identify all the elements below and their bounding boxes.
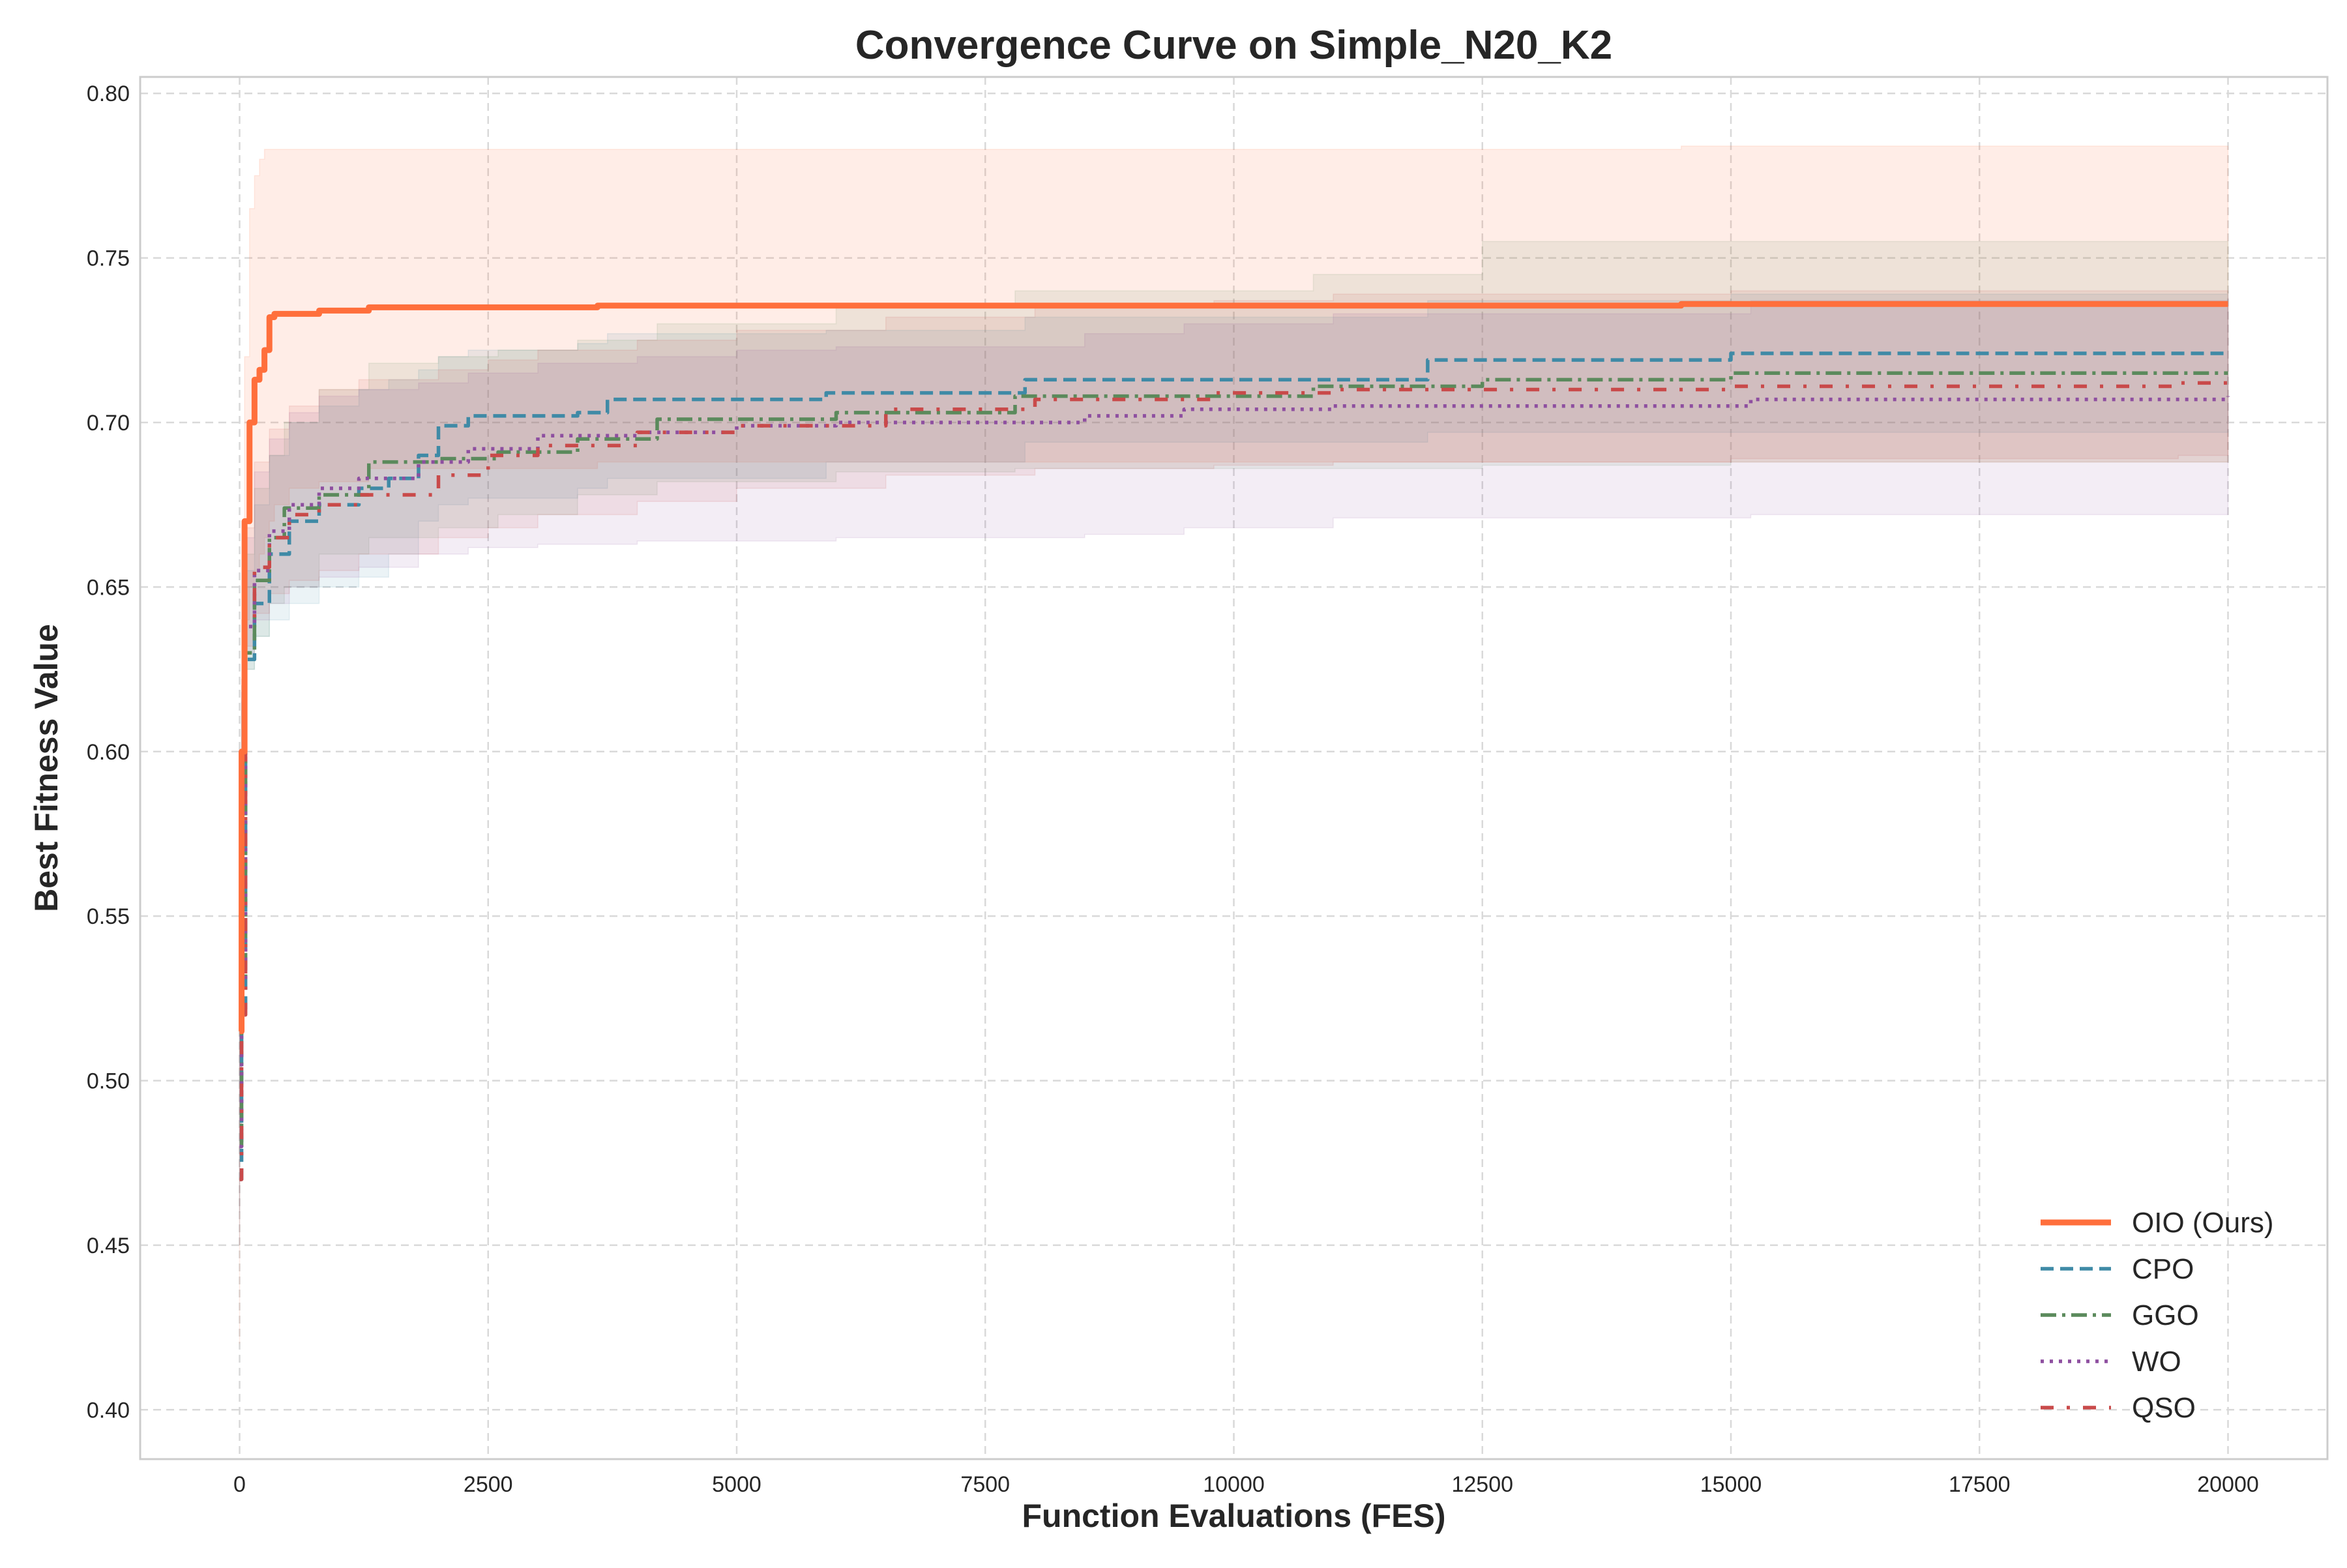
plot-frame <box>139 76 2329 1460</box>
series-line <box>239 301 2228 1035</box>
y-tick-label: 0.55 <box>87 904 130 929</box>
tick-labels: 0 2500 5000 7500 10000 12500 15000 17500 20000 0.… <box>87 81 2259 1497</box>
legend-label: CPO <box>2132 1253 2194 1285</box>
confidence-band <box>239 241 2229 1213</box>
x-axis-title: Function Evaluations (FES) <box>1022 1498 1445 1534</box>
legend-label: GGO <box>2132 1299 2199 1331</box>
y-tick-label: 0.40 <box>87 1398 130 1423</box>
chart-title: Convergence Curve on Simple_N20_K2 <box>855 23 1612 68</box>
y-tick-label: 0.65 <box>87 575 130 600</box>
legend-label: OIO (Ours) <box>2132 1207 2274 1239</box>
x-tick-label: 2500 <box>464 1472 513 1497</box>
x-tick-label: 10000 <box>1203 1472 1265 1497</box>
legend: OIO (Ours) CPO GGO WO QSO <box>2041 1207 2274 1424</box>
y-tick-label: 0.50 <box>87 1069 130 1094</box>
confidence-band <box>239 290 2229 1245</box>
x-tick-label: 17500 <box>1949 1472 2011 1497</box>
y-tick-label: 0.80 <box>87 81 130 106</box>
confidence-bands <box>239 145 2229 1344</box>
x-tick-label: 12500 <box>1451 1472 1513 1497</box>
y-tick-label: 0.75 <box>87 246 130 271</box>
x-tick-label: 7500 <box>960 1472 1010 1497</box>
legend-label: WO <box>2132 1346 2181 1378</box>
confidence-band <box>239 291 2229 1245</box>
confidence-band <box>239 297 2229 1213</box>
series-line <box>239 396 2230 1149</box>
x-tick-label: 0 <box>233 1472 246 1497</box>
legend-label: QSO <box>2132 1392 2196 1424</box>
x-tick-label: 20000 <box>2197 1472 2259 1497</box>
y-tick-label: 0.70 <box>87 411 130 436</box>
y-tick-label: 0.45 <box>87 1234 130 1258</box>
x-tick-label: 5000 <box>712 1472 761 1497</box>
y-axis-title: Best Fitness Value <box>28 624 65 912</box>
series-lines <box>239 301 2230 1181</box>
x-tick-label: 15000 <box>1700 1472 1762 1497</box>
y-tick-label: 0.60 <box>87 740 130 765</box>
confidence-band <box>239 145 2229 1344</box>
